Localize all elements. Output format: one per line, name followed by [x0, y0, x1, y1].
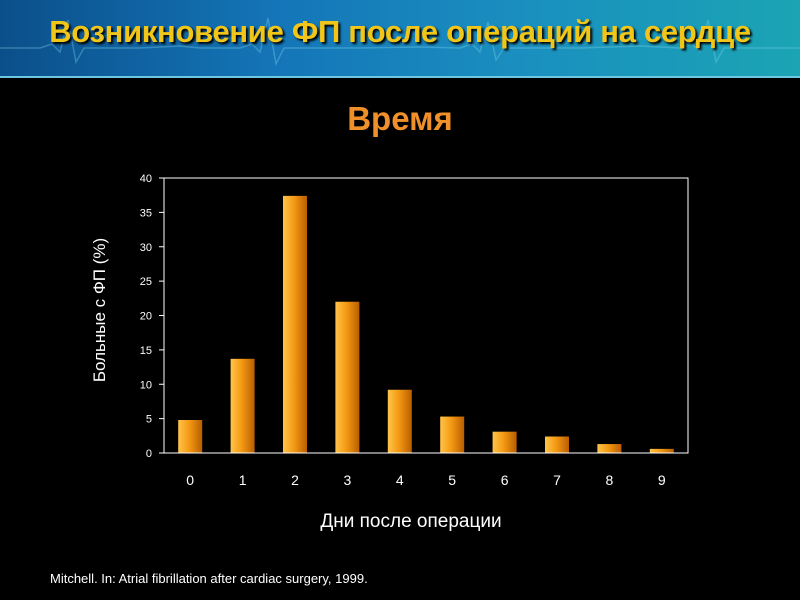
- x-tick-label: 0: [186, 472, 194, 488]
- x-tick-label: 2: [291, 472, 299, 488]
- y-tick-label: 35: [140, 207, 152, 219]
- y-tick-label: 40: [140, 173, 152, 185]
- x-tick-label: 8: [606, 472, 614, 488]
- y-axis-label: Больные с ФП (%): [90, 238, 109, 382]
- bar-day-1: [230, 358, 255, 453]
- x-tick-label: 4: [396, 472, 404, 488]
- y-tick-label: 15: [140, 345, 152, 357]
- bar-day-0: [178, 420, 203, 453]
- slide-title: Возникновение ФП после операций на сердц…: [49, 14, 751, 49]
- bars-layer: [178, 195, 674, 453]
- y-tick-label: 5: [146, 414, 152, 426]
- y-tick-label: 0: [146, 448, 152, 460]
- x-tick-label: 6: [501, 472, 509, 488]
- bar-day-9: [649, 448, 674, 453]
- ecg-wave-decoration: [0, 17, 800, 67]
- axes-layer: 0 5 10 15 20 25 30 35 40 0 1 2 3 4 5 6 7 8 9: [140, 173, 689, 488]
- bar-day-5: [440, 416, 465, 453]
- x-tick-label: 1: [239, 472, 247, 488]
- y-tick-label: 25: [140, 276, 152, 288]
- y-tick-label: 30: [140, 242, 152, 254]
- citation: Mitchell. In: Atrial fibrillation after …: [50, 571, 368, 586]
- bar-day-4: [387, 389, 412, 453]
- chart-title: Время: [347, 100, 453, 137]
- y-tick-label: 10: [140, 379, 152, 391]
- x-tick-label: 3: [344, 472, 352, 488]
- x-axis-label: Дни после операции: [320, 511, 501, 532]
- header-banner: Возникновение ФП после операций на сердц…: [0, 0, 800, 78]
- bar-day-3: [335, 301, 360, 453]
- x-tick-label: 5: [448, 472, 456, 488]
- bar-day-2: [283, 195, 307, 453]
- x-tick-label: 7: [553, 472, 561, 488]
- bar-day-7: [545, 436, 569, 453]
- x-tick-label: 9: [658, 472, 666, 488]
- bar-day-6: [492, 431, 517, 453]
- bar-day-8: [597, 444, 622, 453]
- y-tick-label: 20: [140, 311, 152, 323]
